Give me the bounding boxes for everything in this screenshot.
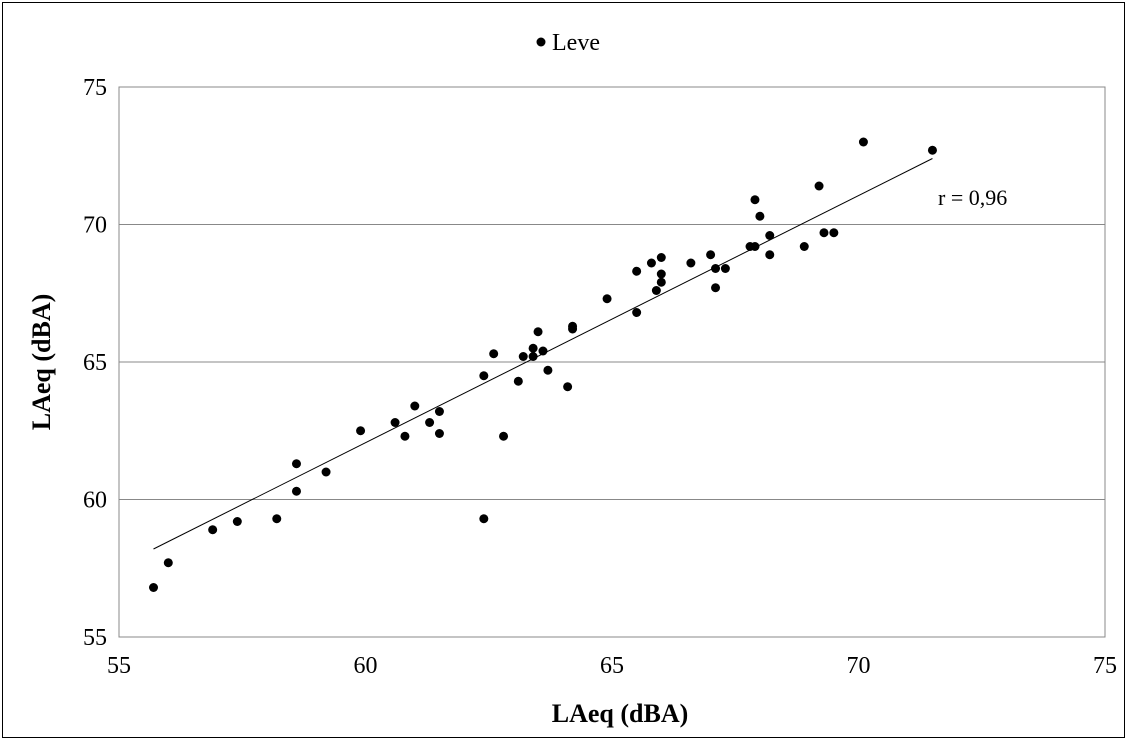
data-point [602,294,612,304]
data-point [528,343,538,353]
x-tick-label: 70 [847,653,871,679]
plot-area [118,86,1106,638]
data-point [163,558,173,568]
data-point [479,371,489,381]
x-tick-label: 75 [1093,653,1117,679]
data-point [528,352,538,361]
data-point [656,253,666,262]
data-point [321,467,331,477]
data-point [434,407,444,416]
data-point [711,283,721,293]
data-point [513,376,523,386]
data-point [927,145,937,155]
data-point [765,231,775,240]
data-point [563,382,573,392]
data-point [272,514,282,524]
y-axis-title: LAeq (dBA) [27,294,56,431]
data-point [858,137,868,147]
data-point [656,277,666,287]
grid-lines [119,86,1105,500]
legend: Leve [536,30,600,56]
data-point [479,514,489,524]
y-tick-label: 65 [83,350,107,376]
data-points [149,137,937,592]
data-point [750,242,760,251]
correlation-annotation: r = 0,96 [938,185,1007,210]
data-point [651,286,661,295]
x-tick-label: 60 [354,653,378,679]
data-point [208,525,218,535]
y-axis-ticks: 55 60 65 70 75 [83,75,107,651]
data-point [646,258,656,268]
data-point [291,459,301,469]
data-point [291,486,301,496]
data-point [489,349,499,359]
legend-marker-leve [536,37,546,47]
data-point [499,431,509,441]
data-point [533,327,543,337]
data-point [356,426,366,436]
data-point [232,517,242,526]
data-point [149,583,159,592]
data-point [434,429,444,438]
data-point [425,418,435,427]
data-point [750,195,760,205]
data-point [538,346,548,356]
data-point [400,431,410,441]
x-tick-label: 55 [107,653,131,679]
data-point [819,228,829,238]
y-tick-label: 60 [83,488,107,514]
data-point [711,264,721,273]
data-point [829,228,839,238]
data-point [686,258,696,268]
data-point [568,321,578,331]
data-point [656,269,666,279]
data-point [410,401,420,411]
data-point [632,266,642,276]
data-point [543,365,553,375]
data-point [765,250,775,260]
data-point [814,181,824,191]
data-point [632,308,642,317]
x-axis-title: LAeq (dBA) [552,699,689,728]
legend-label-leve: Leve [552,30,600,56]
data-point [706,250,716,260]
data-point [518,352,528,361]
y-tick-label: 70 [83,213,107,239]
data-point [720,264,730,273]
y-tick-label: 55 [83,625,107,651]
data-point [755,211,765,221]
y-tick-label: 75 [83,75,107,101]
data-point [799,242,809,251]
data-point [390,418,400,427]
x-axis-ticks: 55 60 65 70 75 [107,653,1117,679]
x-tick-label: 65 [600,653,624,679]
